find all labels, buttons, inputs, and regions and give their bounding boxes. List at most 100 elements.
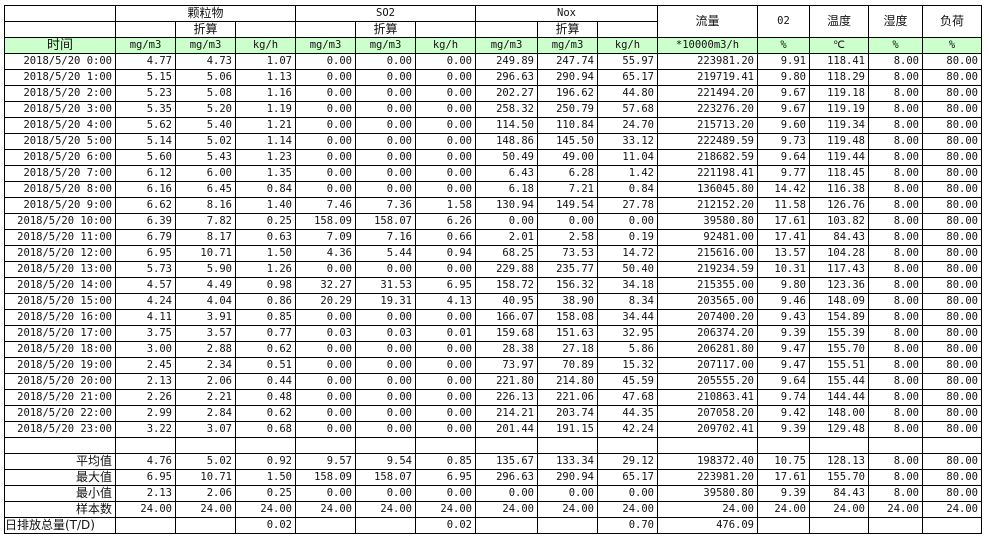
value-cell: 2.88 (175, 341, 236, 358)
value-cell: 4.57 (115, 277, 176, 294)
value-cell: 5.86 (597, 341, 658, 358)
value-cell: 0.00 (537, 485, 598, 502)
value-cell: 0.00 (415, 341, 476, 358)
value-cell: 8.16 (175, 197, 236, 214)
value-cell (115, 517, 176, 534)
value-cell: 17.41 (757, 229, 810, 246)
blank-cell (757, 437, 810, 454)
value-cell: 4.49 (175, 277, 236, 294)
value-cell: 119.18 (809, 85, 869, 102)
value-cell: 0.00 (295, 309, 356, 326)
value-cell: 0.00 (295, 341, 356, 358)
stats-row: 样本数 24.00 24.00 24.00 24.00 24.00 24.00 24.00 24… (4, 501, 982, 518)
value-cell: 0.62 (235, 405, 296, 422)
value-cell (922, 517, 982, 534)
value-cell: 207117.00 (657, 357, 758, 374)
value-cell: 158.07 (355, 213, 416, 230)
value-cell: 73.53 (537, 245, 598, 262)
value-cell: 10.75 (757, 453, 810, 470)
time-cell: 2018/5/20 18:00 (4, 341, 116, 358)
value-cell: 116.38 (809, 181, 869, 198)
emission-report-table: 颗粒物 SO2 Nox 流量 02 温度 湿度 负荷 折算 折算 折算 时间 mg… (4, 5, 982, 534)
value-cell: 0.00 (355, 261, 416, 278)
value-cell: 0.00 (295, 85, 356, 102)
value-cell: 0.00 (295, 149, 356, 166)
value-cell: 27.18 (537, 341, 598, 358)
value-cell: 8.00 (868, 485, 923, 502)
value-cell: 3.00 (115, 341, 176, 358)
blank-cell (235, 437, 296, 454)
unit-cell: mg/m3 (355, 37, 416, 54)
time-cell: 2018/5/20 8:00 (4, 181, 116, 198)
value-cell: 80.00 (922, 117, 982, 134)
value-cell: 8.00 (868, 341, 923, 358)
value-cell: 0.00 (537, 213, 598, 230)
value-cell: 0.92 (235, 453, 296, 470)
stats-row: 日排放总量(T/D) 0.02 0.02 0.70 476.09 (4, 517, 982, 534)
value-cell: 80.00 (922, 293, 982, 310)
value-cell: 6.16 (115, 181, 176, 198)
time-cell: 2018/5/20 13:00 (4, 261, 116, 278)
value-cell: 0.00 (415, 165, 476, 182)
value-cell: 155.51 (809, 357, 869, 374)
value-cell: 0.00 (355, 357, 416, 374)
value-cell: 8.00 (868, 469, 923, 486)
blank-cell (295, 437, 356, 454)
value-cell: 6.12 (115, 165, 176, 182)
table-row: 2018/5/20 18:00 3.00 2.88 0.62 0.00 0.00 0.00 2… (4, 341, 982, 358)
value-cell: 4.76 (115, 453, 176, 470)
value-cell: 27.78 (597, 197, 658, 214)
value-cell: 38.90 (537, 293, 598, 310)
value-cell: 80.00 (922, 485, 982, 502)
value-cell: 5.62 (115, 117, 176, 134)
value-cell: 0.00 (355, 69, 416, 86)
value-cell: 1.26 (235, 261, 296, 278)
value-cell: 0.00 (355, 181, 416, 198)
value-cell: 29.12 (597, 453, 658, 470)
value-cell: 4.77 (115, 53, 176, 70)
value-cell: 80.00 (922, 229, 982, 246)
value-cell: 0.44 (235, 373, 296, 390)
value-cell: 24.00 (355, 501, 416, 518)
value-cell: 130.94 (475, 197, 538, 214)
value-cell: 8.00 (868, 421, 923, 438)
value-cell: 9.80 (757, 277, 810, 294)
unit-cell: % (868, 37, 923, 54)
value-cell: 210863.41 (657, 389, 758, 406)
blank-cell (868, 437, 923, 454)
value-cell: 47.68 (597, 389, 658, 406)
time-cell: 2018/5/20 12:00 (4, 245, 116, 262)
value-cell: 0.00 (415, 69, 476, 86)
value-cell: 214.21 (475, 405, 538, 422)
value-cell: 0.00 (295, 133, 356, 150)
value-cell: 0.00 (415, 85, 476, 102)
table-row: 2018/5/20 9:00 6.62 8.16 1.40 7.46 7.36 1.58 13… (4, 197, 982, 214)
value-cell: 149.54 (537, 197, 598, 214)
value-cell (295, 517, 356, 534)
value-cell: 50.40 (597, 261, 658, 278)
unit-cell: mg/m3 (175, 37, 236, 54)
value-cell (868, 517, 923, 534)
value-cell: 2.06 (175, 373, 236, 390)
value-cell: 8.00 (868, 85, 923, 102)
blank-cell (115, 21, 176, 38)
value-cell: 9.42 (757, 405, 810, 422)
value-cell: 0.03 (355, 325, 416, 342)
table-row: 2018/5/20 14:00 4.57 4.49 0.98 32.27 31.53 6.9… (4, 277, 982, 294)
value-cell: 9.57 (295, 453, 356, 470)
value-cell: 123.36 (809, 277, 869, 294)
value-cell: 17.61 (757, 469, 810, 486)
value-cell: 0.00 (355, 101, 416, 118)
blank-cell (4, 5, 116, 22)
blank-cell (537, 437, 598, 454)
value-cell: 0.00 (355, 341, 416, 358)
value-cell: 155.44 (809, 373, 869, 390)
value-cell: 4.24 (115, 293, 176, 310)
value-cell: 8.00 (868, 293, 923, 310)
value-cell: 5.02 (175, 133, 236, 150)
value-cell: 158.09 (295, 213, 356, 230)
value-cell: 80.00 (922, 181, 982, 198)
blank-cell (4, 21, 116, 38)
value-cell: 119.19 (809, 101, 869, 118)
value-cell: 9.43 (757, 309, 810, 326)
